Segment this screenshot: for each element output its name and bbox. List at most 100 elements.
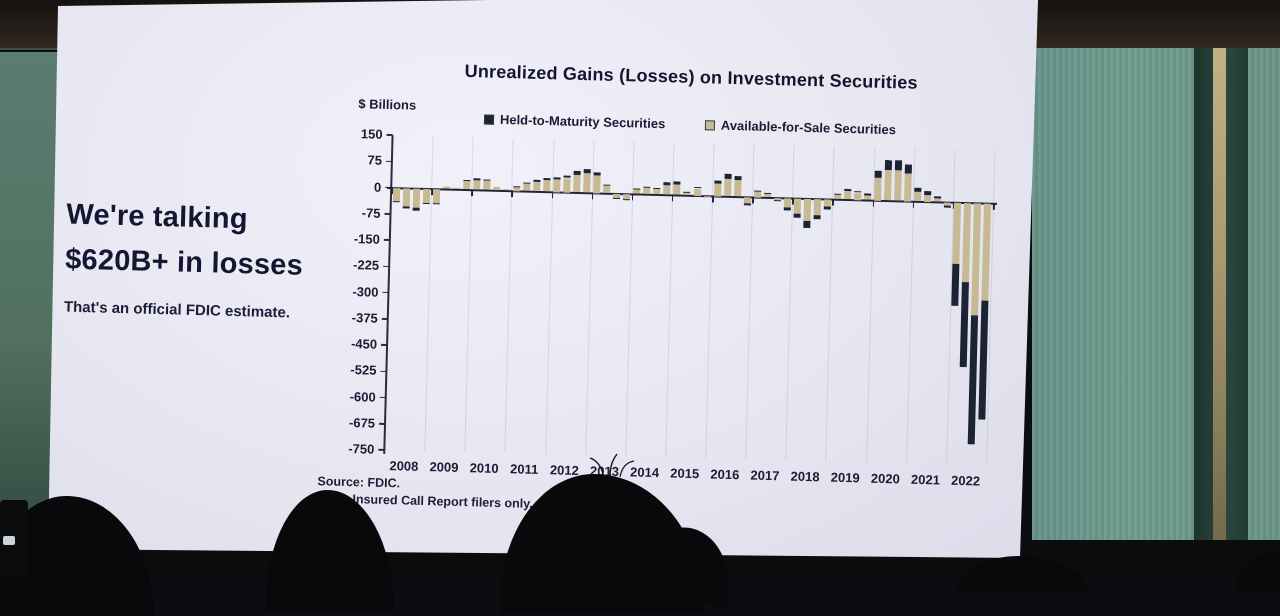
y-axis-tick-label: -450 <box>350 336 378 352</box>
bar-segment-afs <box>412 188 420 209</box>
bar-segment-htm <box>793 213 801 218</box>
y-axis-tick <box>378 449 385 451</box>
bar-segment-htm <box>513 186 521 188</box>
bar-segment-htm <box>673 180 681 185</box>
year-gridline <box>504 138 514 454</box>
bar-segment-afs <box>533 181 541 192</box>
bar-segment-htm <box>523 182 531 184</box>
bar-segment-afs <box>914 191 922 202</box>
bar-segment-afs <box>952 202 962 264</box>
bar-segment-htm <box>854 190 862 193</box>
bar-segment-afs <box>563 178 571 193</box>
y-axis-tick <box>383 265 390 268</box>
bar-segment-afs <box>884 170 892 201</box>
bar-segment-htm <box>914 187 922 192</box>
projected-slide: We're talking $620B+ in losses That's an… <box>48 0 1038 558</box>
y-axis-tick <box>382 291 389 294</box>
bar-segment-afs <box>783 197 791 208</box>
legend-item-htm: Held-to-Maturity Securities <box>483 111 666 131</box>
y-axis-tick-label: 150 <box>360 126 383 142</box>
bar-segment-htm <box>402 206 410 210</box>
y-axis-tick <box>384 212 391 215</box>
bar-segment-htm <box>533 180 541 182</box>
bar-segment-afs <box>904 172 912 202</box>
bar-segment-htm <box>904 164 913 174</box>
x-axis-year-label: 2009 <box>429 459 459 475</box>
bar-segment-afs <box>603 185 611 194</box>
y-axis-tick-label: -375 <box>351 309 378 326</box>
bar-segment-htm <box>803 221 811 229</box>
bar-segment-htm <box>663 182 671 186</box>
badge-highlight <box>3 536 15 545</box>
y-axis-tick <box>381 344 388 346</box>
bar-segment-htm <box>944 205 952 208</box>
bar-segment-htm <box>895 160 903 171</box>
x-axis-year-label: 2011 <box>509 461 539 477</box>
bar-segment-htm <box>573 170 581 175</box>
bar-segment-htm <box>603 184 611 186</box>
bar-segment-afs <box>733 180 742 197</box>
x-axis-year-label: 2021 <box>910 471 941 488</box>
chart-legend: Held-to-Maturity Securities Available-fo… <box>385 109 995 140</box>
bar-segment-htm <box>543 178 551 181</box>
bar-segment-afs <box>894 170 903 201</box>
bar-segment-htm <box>683 191 691 193</box>
y-axis-tick-label: -225 <box>352 257 380 274</box>
bar-segment-afs <box>962 202 972 283</box>
bar-segment-afs <box>653 188 661 195</box>
bar-segment-htm <box>412 208 420 211</box>
bar-segment-htm <box>724 173 732 179</box>
bar-segment-htm <box>874 170 882 178</box>
bar-segment-htm <box>613 197 621 199</box>
y-axis-tick <box>381 317 388 320</box>
bar-segment-afs <box>493 187 501 191</box>
bar-segment-afs <box>723 178 732 197</box>
bar-segment-afs <box>971 202 982 316</box>
legend-label-afs: Available-for-Sale Securities <box>720 117 897 138</box>
y-axis-tick-label: 0 <box>373 179 382 195</box>
bar-segment-htm <box>884 160 893 171</box>
bar-segment-afs <box>472 180 481 190</box>
y-axis-tick-label: -75 <box>361 205 381 221</box>
legend-swatch-htm-icon <box>483 114 495 125</box>
bar-segment-htm <box>593 171 601 176</box>
y-axis-tick <box>383 239 390 241</box>
bar-segment-htm <box>623 199 631 201</box>
y-axis-tick <box>379 422 386 425</box>
y-axis-tick <box>386 134 393 136</box>
bar-segment-htm <box>753 190 761 192</box>
bar-segment-afs <box>813 198 821 215</box>
plot-area: 2008 2009 2010 2011 2012 2013 2014 2015 2016 2017… <box>348 126 998 489</box>
hair-strands-icon <box>589 453 635 478</box>
chart-title: Unrealized Gains (Losses) on Investment … <box>464 60 918 93</box>
bar-segment-htm <box>422 202 430 205</box>
y-axis-line <box>383 135 394 454</box>
x-axis-year-label: 2017 <box>750 467 780 484</box>
bar-segment-afs <box>543 180 551 192</box>
bar-segment-afs <box>823 198 831 207</box>
headline-subtext: That's an official FDIC estimate. <box>63 298 291 322</box>
y-axis-tick-label: 75 <box>367 152 383 169</box>
bar-segment-htm <box>473 178 481 181</box>
bar-segment-htm <box>643 186 651 189</box>
y-axis-tick-label: -750 <box>348 441 375 457</box>
bar-segment-afs <box>462 181 471 190</box>
bar-segment-afs <box>934 198 942 202</box>
bar-segment-afs <box>643 187 651 195</box>
bar-segment-afs <box>713 183 721 197</box>
headline-block: We're talking $620B+ in losses That's an… <box>64 193 357 323</box>
x-axis-year-label: 2019 <box>830 469 860 486</box>
bar-segment-htm <box>934 196 942 199</box>
bar-segment-htm <box>844 188 852 192</box>
headline-line2: $620B+ in losses <box>64 243 304 282</box>
y-axis-tick-label: -300 <box>352 283 379 300</box>
y-axis-tick-label: -600 <box>349 388 376 405</box>
bar-segment-htm <box>743 203 751 206</box>
bar-segment-afs <box>793 198 801 214</box>
bar-segment-htm <box>734 175 742 181</box>
bar-segment-afs <box>432 188 440 203</box>
y-axis-tick <box>379 396 386 399</box>
bar-segment-htm <box>432 202 440 205</box>
x-axis-year-label: 2015 <box>670 465 700 482</box>
x-axis-year-label: 2022 <box>950 472 981 489</box>
